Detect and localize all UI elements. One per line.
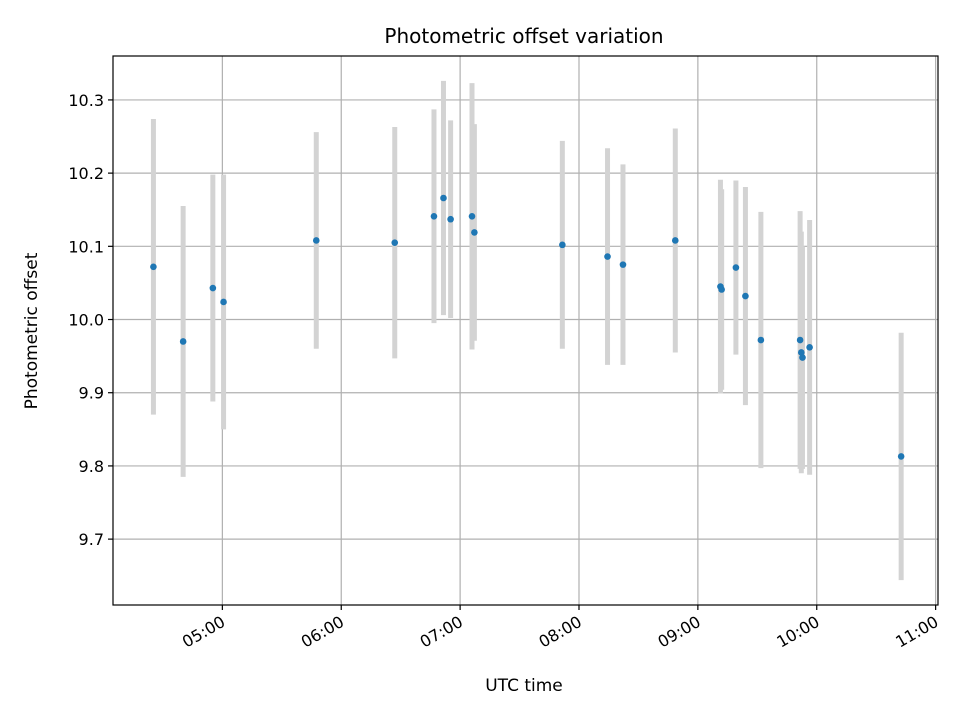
y-tick-label: 10.1 xyxy=(68,237,104,256)
x-tick-label: 05:00 xyxy=(179,612,228,652)
data-point xyxy=(471,229,478,236)
x-axis-ticks: 05:00 06:00 07:00 08:00 09:00 10:00 11:00 xyxy=(179,605,942,652)
x-tick-label: 10:00 xyxy=(773,612,822,652)
data-point xyxy=(391,239,399,246)
y-tick-label: 9.9 xyxy=(79,384,104,403)
y-tick-label: 9.7 xyxy=(79,530,104,549)
y-tick-label: 10.3 xyxy=(68,91,104,110)
plot-area-frame xyxy=(112,55,939,606)
data-point xyxy=(559,241,566,249)
data-point xyxy=(799,354,806,361)
y-tick-label: 9.8 xyxy=(79,457,104,476)
x-tick-label: 07:00 xyxy=(417,612,466,652)
x-axis-label: UTC time xyxy=(485,676,563,696)
y-axis-ticks: 9.7 9.8 9.9 10.0 10.1 10.2 10.3 xyxy=(68,91,113,549)
data-point xyxy=(440,194,447,202)
grid-lines xyxy=(113,56,938,605)
data-point xyxy=(179,338,187,345)
data-point xyxy=(671,237,679,244)
data-point xyxy=(220,298,227,306)
y-tick-label: 10.2 xyxy=(68,164,104,183)
data-point xyxy=(447,215,454,223)
data-point xyxy=(742,292,749,300)
x-tick-label: 06:00 xyxy=(298,612,347,652)
error-bars xyxy=(150,80,904,581)
x-tick-label: 11:00 xyxy=(892,612,941,652)
x-tick-label: 08:00 xyxy=(536,612,585,652)
data-point xyxy=(150,263,157,271)
data-point xyxy=(209,284,217,292)
chart-title: Photometric offset variation xyxy=(384,24,663,48)
data-point xyxy=(604,253,611,260)
data-point xyxy=(732,264,740,271)
data-point xyxy=(897,453,905,460)
data-points xyxy=(150,194,905,460)
data-point xyxy=(797,349,805,356)
data-point xyxy=(430,213,438,220)
data-point xyxy=(796,336,804,344)
y-tick-label: 10.0 xyxy=(68,311,104,330)
y-axis-label: Photometric offset xyxy=(22,252,42,409)
x-tick-label: 09:00 xyxy=(654,612,703,652)
data-point xyxy=(757,336,765,344)
data-point xyxy=(312,237,320,244)
data-point xyxy=(718,286,725,293)
data-point xyxy=(806,344,813,351)
data-point xyxy=(468,213,476,220)
data-point xyxy=(619,261,627,268)
